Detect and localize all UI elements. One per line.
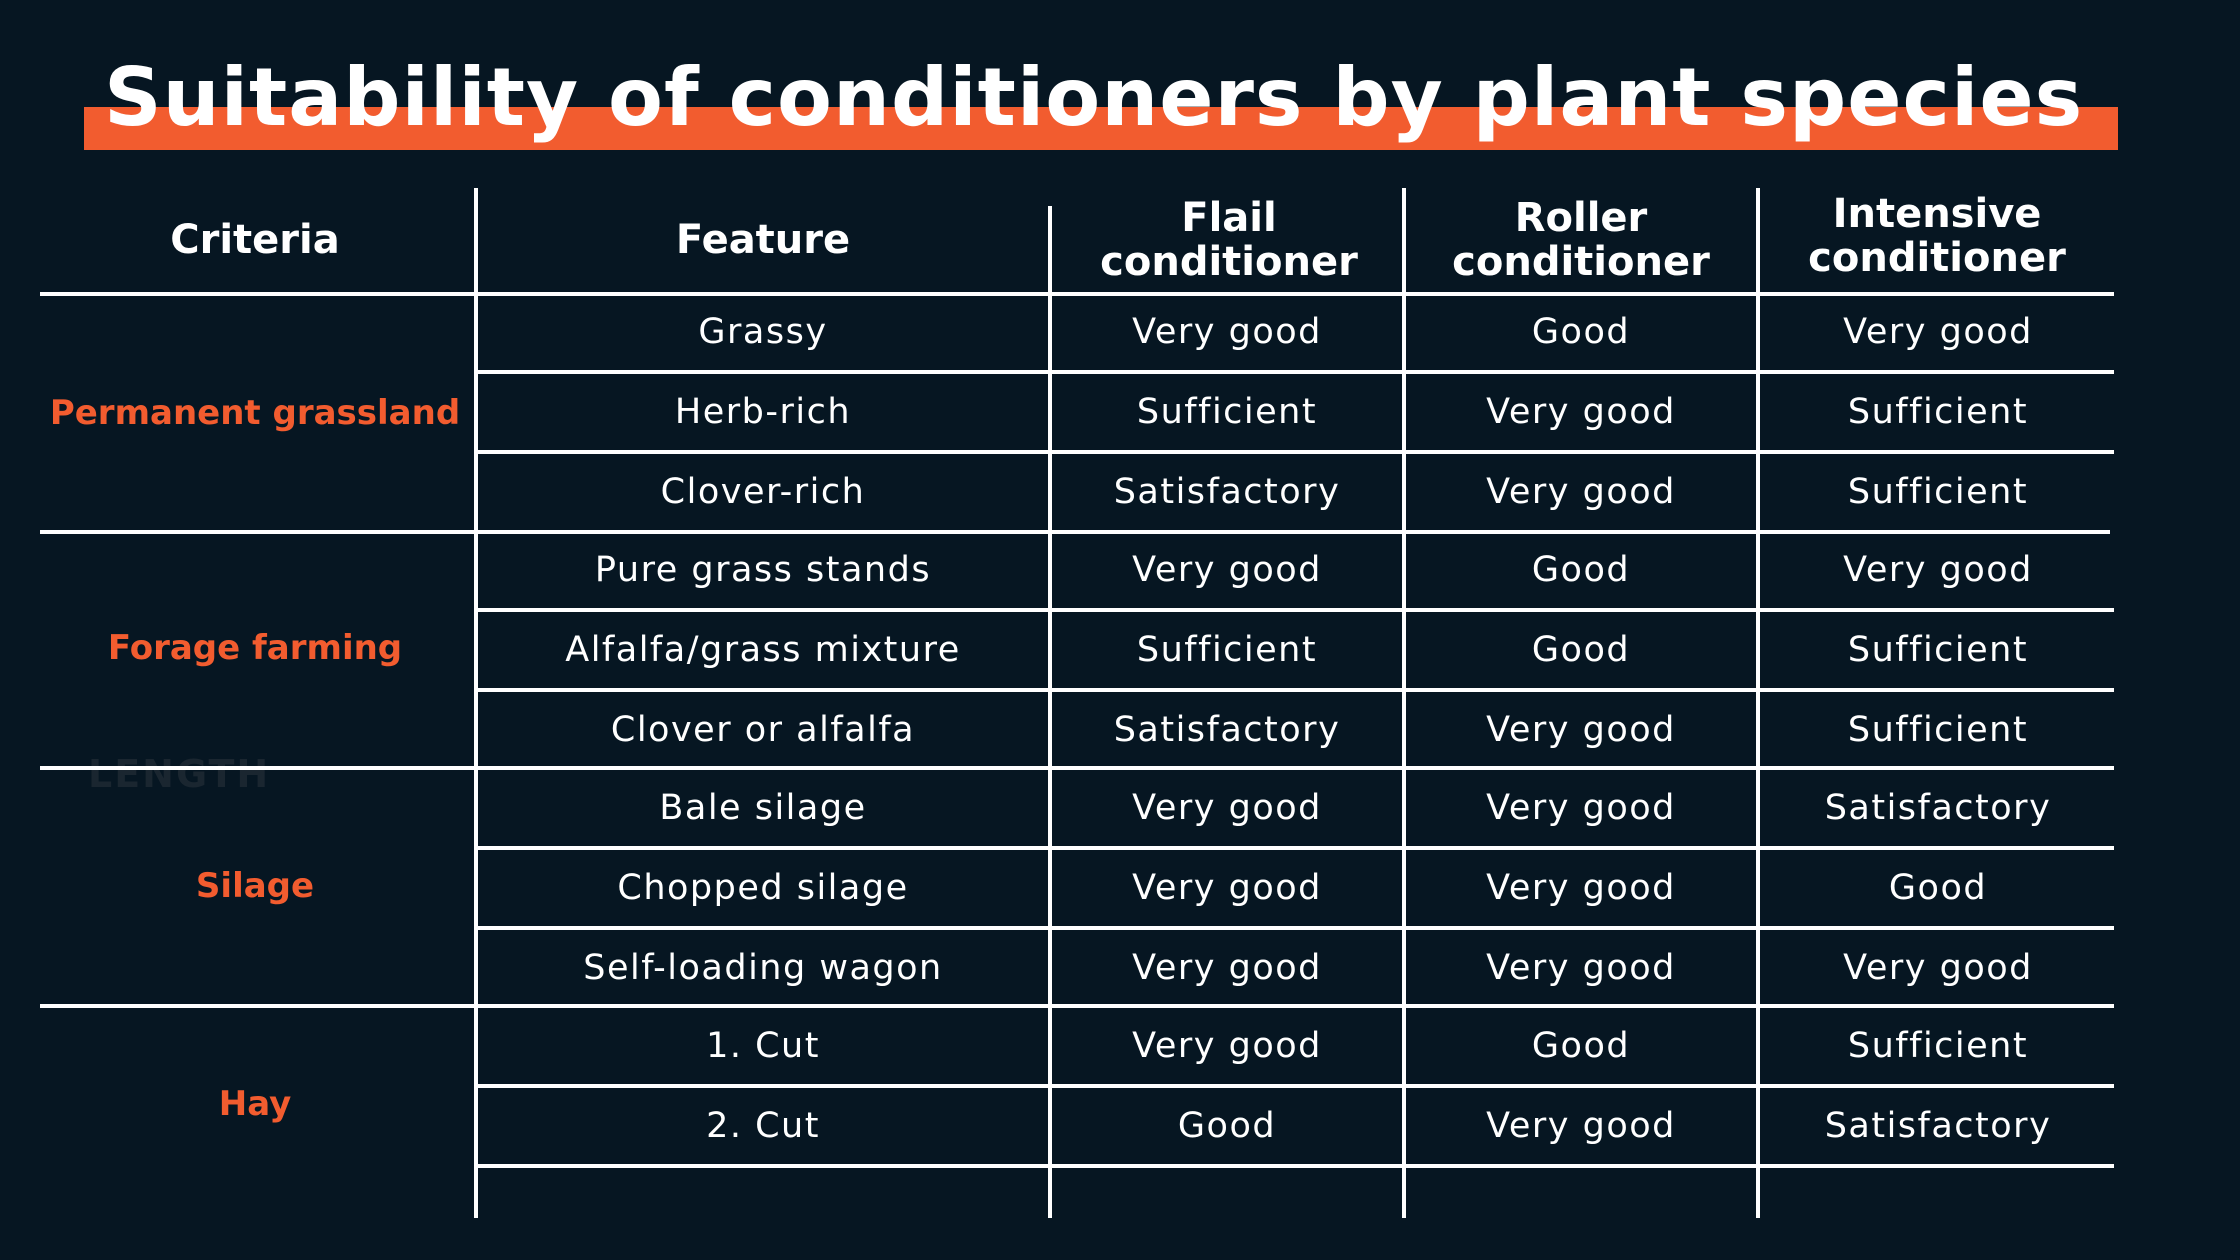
column-divider (1402, 188, 1406, 1218)
table-cell-feature: Pure grass stands (594, 550, 932, 590)
table-cell-feature: Clover-rich (660, 472, 866, 512)
row-divider (476, 846, 2114, 850)
table-cell-flail: Satisfactory (1113, 472, 1341, 512)
criteria-permanent-grassland: Permanent grassland (49, 393, 461, 433)
header-criteria: Criteria (170, 217, 340, 263)
table-cell-intensive: Very good (1843, 550, 2033, 590)
row-divider (40, 292, 476, 296)
table-cell-roller: Very good (1486, 868, 1676, 908)
table-cell-flail: Very good (1132, 550, 1322, 590)
criteria-forage-farming: Forage farming (107, 628, 403, 668)
table-cell-intensive: Very good (1843, 948, 2033, 988)
table-cell-intensive: Satisfactory (1824, 788, 2052, 828)
table-cell-roller: Good (1531, 550, 1631, 590)
table-cell-roller: Very good (1486, 710, 1676, 750)
table-cell-roller: Good (1531, 312, 1631, 352)
table-cell-feature: 2. Cut (706, 1106, 820, 1146)
table-cell-roller: Very good (1486, 788, 1676, 828)
header-intensive-conditioner: Intensive conditioner (1808, 191, 2066, 281)
row-divider (476, 608, 2114, 612)
row-divider (476, 688, 2114, 692)
row-divider (476, 292, 2114, 296)
table-cell-intensive: Sufficient (1847, 1026, 2029, 1066)
row-divider (40, 530, 2110, 534)
column-divider (474, 188, 478, 1218)
table-cell-intensive: Very good (1843, 312, 2033, 352)
row-divider (40, 1004, 2114, 1008)
table-cell-flail: Very good (1132, 312, 1322, 352)
table-cell-flail: Very good (1132, 1026, 1322, 1066)
table-cell-flail: Good (1177, 1106, 1277, 1146)
page-title: Suitability of conditioners by plant spe… (104, 51, 2084, 144)
table-cell-roller: Very good (1486, 472, 1676, 512)
row-divider (476, 1164, 2114, 1168)
watermark-text: LENGTH (88, 752, 271, 796)
table-cell-feature: Clover or alfalfa (610, 710, 916, 750)
table-cell-feature: 1. Cut (706, 1026, 820, 1066)
table-cell-feature: Alfalfa/grass mixture (565, 630, 961, 670)
header-flail-conditioner: Flail conditioner (1100, 195, 1358, 285)
table-cell-feature: Bale silage (659, 788, 867, 828)
table-cell-feature: Self-loading wagon (583, 948, 943, 988)
table-cell-flail: Very good (1132, 948, 1322, 988)
table-cell-intensive: Sufficient (1847, 630, 2029, 670)
column-divider (1048, 206, 1052, 1218)
table-cell-flail: Sufficient (1136, 392, 1318, 432)
title-highlight-bar (84, 107, 2118, 150)
column-divider (1756, 188, 1760, 1218)
criteria-hay: Hay (218, 1084, 292, 1124)
table-cell-intensive: Good (1888, 868, 1988, 908)
row-divider (476, 926, 2114, 930)
table-cell-feature: Grassy (698, 312, 828, 352)
criteria-silage: Silage (195, 866, 315, 906)
table-cell-intensive: Sufficient (1847, 710, 2029, 750)
table-cell-intensive: Satisfactory (1824, 1106, 2052, 1146)
table-cell-flail: Very good (1132, 868, 1322, 908)
table-cell-flail: Very good (1132, 788, 1322, 828)
table-cell-intensive: Sufficient (1847, 392, 2029, 432)
table-cell-feature: Herb-rich (674, 392, 852, 432)
row-divider (476, 370, 2114, 374)
table-cell-flail: Sufficient (1136, 630, 1318, 670)
row-divider (476, 1084, 2114, 1088)
table-cell-intensive: Sufficient (1847, 472, 2029, 512)
table-cell-flail: Satisfactory (1113, 710, 1341, 750)
table-cell-roller: Very good (1486, 392, 1676, 432)
table-cell-roller: Very good (1486, 1106, 1676, 1146)
row-divider (476, 450, 2114, 454)
table-cell-feature: Chopped silage (617, 868, 909, 908)
row-divider (40, 766, 2114, 770)
header-roller-conditioner: Roller conditioner (1452, 195, 1710, 285)
header-feature: Feature (675, 217, 851, 263)
table-cell-roller: Good (1531, 1026, 1631, 1066)
table-cell-roller: Very good (1486, 948, 1676, 988)
table-cell-roller: Good (1531, 630, 1631, 670)
